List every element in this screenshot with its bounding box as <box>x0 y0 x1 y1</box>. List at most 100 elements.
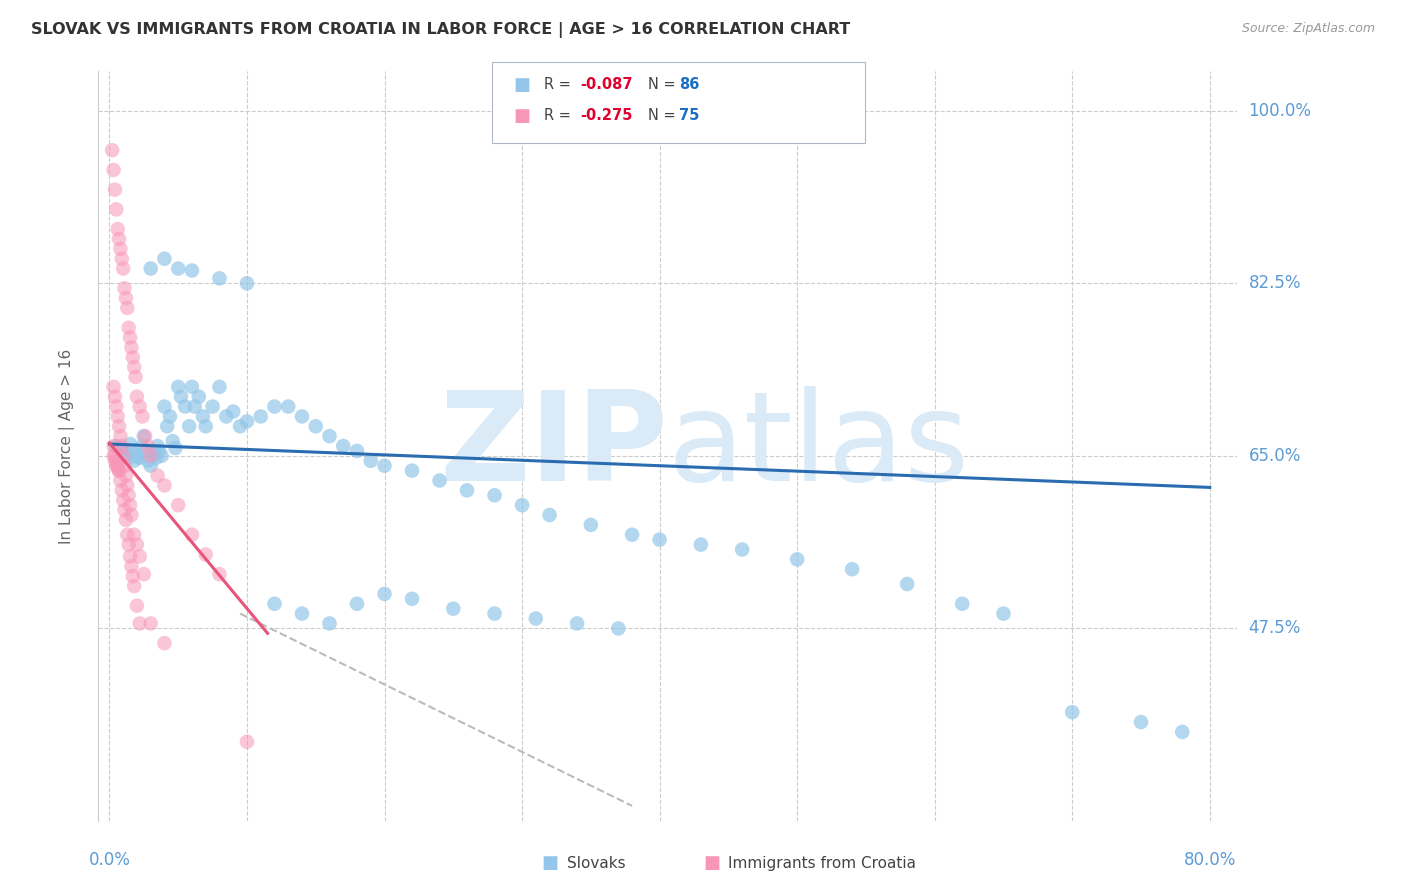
Text: 75: 75 <box>679 109 699 123</box>
Point <box>201 400 224 414</box>
Point <box>139 616 162 631</box>
Text: ■: ■ <box>703 855 720 872</box>
Point <box>153 478 176 492</box>
Point <box>579 517 602 532</box>
Point <box>115 447 138 461</box>
Point <box>215 409 238 424</box>
Point <box>105 454 128 468</box>
Point <box>125 599 148 613</box>
Point <box>104 449 127 463</box>
Point <box>162 434 184 448</box>
Point <box>950 597 973 611</box>
Point <box>332 439 354 453</box>
Point <box>136 454 159 468</box>
Point <box>120 444 142 458</box>
Point <box>125 449 148 463</box>
Point <box>110 474 132 488</box>
Point <box>110 242 132 256</box>
Point <box>993 607 1015 621</box>
Point <box>111 252 134 266</box>
Text: 47.5%: 47.5% <box>1249 619 1301 638</box>
Point <box>120 340 142 354</box>
Point <box>208 271 231 285</box>
Point <box>194 548 217 562</box>
Point <box>112 449 135 463</box>
Point <box>115 468 138 483</box>
Text: N =: N = <box>648 109 681 123</box>
Point <box>110 441 132 455</box>
Point <box>229 419 252 434</box>
Point <box>128 450 150 465</box>
Point <box>131 409 153 424</box>
Text: Slovaks: Slovaks <box>567 856 626 871</box>
Point <box>1062 705 1084 719</box>
Point <box>318 429 340 443</box>
Point <box>107 409 129 424</box>
Text: -0.087: -0.087 <box>581 78 633 92</box>
Point <box>101 143 124 157</box>
Point <box>484 607 506 621</box>
Point <box>249 409 271 424</box>
Point <box>125 390 148 404</box>
Point <box>346 444 368 458</box>
Point <box>107 458 129 473</box>
Point <box>105 439 128 453</box>
Point <box>103 439 125 453</box>
Point <box>107 222 129 236</box>
Point <box>114 281 136 295</box>
Text: 86: 86 <box>679 78 699 92</box>
Text: 80.0%: 80.0% <box>1184 851 1236 869</box>
Point <box>139 449 162 463</box>
Point <box>120 498 141 512</box>
Point <box>373 458 395 473</box>
Point <box>181 527 204 541</box>
Point <box>621 527 644 541</box>
Text: -0.275: -0.275 <box>581 109 633 123</box>
Text: Immigrants from Croatia: Immigrants from Croatia <box>728 856 917 871</box>
Point <box>786 552 808 566</box>
Point <box>103 449 125 463</box>
Text: ■: ■ <box>513 107 530 125</box>
Point <box>401 591 423 606</box>
Point <box>117 478 139 492</box>
Point <box>346 597 368 611</box>
Text: R =: R = <box>544 78 575 92</box>
Point <box>136 439 159 453</box>
Point <box>118 320 141 334</box>
Point <box>121 569 143 583</box>
Point <box>841 562 863 576</box>
Point <box>607 621 630 635</box>
Point <box>181 380 204 394</box>
Point <box>263 400 285 414</box>
Point <box>236 414 259 428</box>
Text: 65.0%: 65.0% <box>1249 447 1301 465</box>
Point <box>277 400 299 414</box>
Point <box>139 261 162 276</box>
Text: 100.0%: 100.0% <box>1249 102 1312 120</box>
Point <box>145 450 167 465</box>
Point <box>565 616 588 631</box>
Point <box>122 454 145 468</box>
Point <box>120 437 141 451</box>
Text: ■: ■ <box>541 855 558 872</box>
Point <box>115 513 138 527</box>
Point <box>167 261 190 276</box>
Point <box>112 442 135 457</box>
Text: atlas: atlas <box>668 385 970 507</box>
Point <box>179 419 201 434</box>
Point <box>103 163 125 178</box>
Point <box>122 360 145 375</box>
Text: 0.0%: 0.0% <box>89 851 131 869</box>
Point <box>122 579 145 593</box>
Point <box>401 464 423 478</box>
Point <box>120 549 141 564</box>
Point <box>132 567 155 582</box>
Point <box>174 400 197 414</box>
Point <box>318 616 340 631</box>
Point <box>731 542 754 557</box>
Point <box>373 587 395 601</box>
Point <box>131 439 153 453</box>
Point <box>148 444 170 458</box>
Point <box>139 458 162 473</box>
Point <box>114 503 136 517</box>
